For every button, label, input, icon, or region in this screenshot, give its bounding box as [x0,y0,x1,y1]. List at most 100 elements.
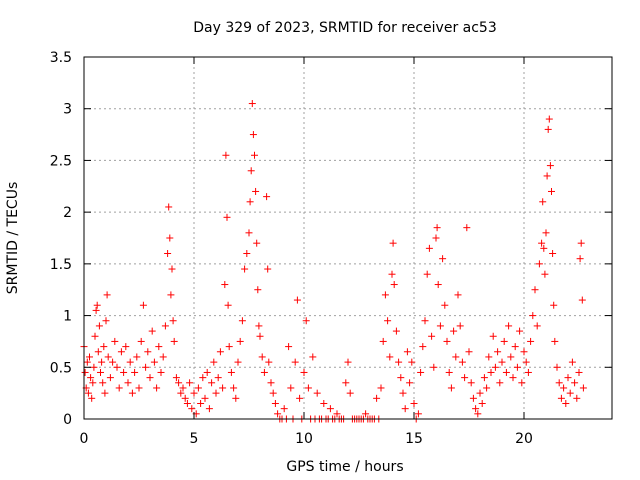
data-point [247,167,255,175]
data-point [100,343,108,351]
data-point [379,337,387,345]
data-point [524,368,532,376]
data-point [86,353,93,361]
data-point [463,224,471,232]
data-point [101,389,109,397]
data-point [577,239,585,247]
data-point [212,389,220,397]
data-point [225,343,233,351]
data-point [304,384,312,392]
x-tick-label: 10 [295,431,313,447]
data-point [103,291,111,299]
data-point [255,322,263,330]
data-point [333,410,341,418]
data-point [550,301,558,309]
data-point [142,363,150,371]
data-point [342,379,350,387]
data-point [450,327,458,335]
y-tick-label: 0 [63,412,72,428]
data-point [428,332,436,340]
data-point [414,410,422,418]
data-point [111,337,119,345]
data-point [491,363,499,371]
data-point [99,379,107,387]
data-point [498,358,506,366]
data-point [148,327,156,335]
y-axis-label: SRMTID / TECUs [5,182,21,295]
data-point [128,389,136,397]
y-tick-label: 1.5 [50,257,72,273]
data-point [579,384,587,392]
data-point [264,265,272,273]
x-axis-label: GPS time / hours [286,459,403,475]
data-point [293,296,301,304]
data-point [258,353,266,361]
data-point [566,389,574,397]
y-tick-label: 2 [63,205,72,221]
plot-frame [83,56,613,420]
data-point [113,363,121,371]
data-point [480,374,488,382]
data-point [520,348,528,356]
data-point [302,317,310,325]
y-tick-label: 3 [63,102,72,118]
data-point [529,312,537,320]
data-point [263,193,271,201]
data-point [399,389,407,397]
data-point [165,203,173,211]
data-point [106,374,114,382]
data-point [274,410,282,418]
data-point [573,394,581,402]
data-point [553,363,561,371]
data-point [135,384,143,392]
data-point [181,394,189,402]
data-point [389,239,397,247]
data-point [452,353,460,361]
data-point [546,162,554,170]
data-point [509,374,517,382]
data-point [421,317,429,325]
data-point [199,374,207,382]
tick-labels: 0 5 10 15 20 0 0.5 1 1.5 2 2.5 3 3.5 [50,50,533,447]
y-tick-label: 3.5 [50,50,72,66]
data-point [432,234,440,242]
data-point [478,399,486,407]
data-point [373,394,381,402]
data-point [219,384,227,392]
data-point [476,389,484,397]
data-point [541,270,549,278]
data-point [527,337,535,345]
x-tick-label: 20 [515,431,533,447]
data-point [183,399,191,407]
data-point [267,379,275,387]
data-point [557,394,565,402]
data-point [392,327,400,335]
data-point [175,379,183,387]
data-point [115,384,123,392]
data-point [578,296,586,304]
data-point [216,348,224,356]
data-point [518,379,526,387]
x-tick-label: 15 [405,431,423,447]
data-point [456,322,464,330]
data-point [544,125,552,133]
data-point [153,384,161,392]
data-point [320,399,328,407]
data-point [131,368,139,376]
data-point [505,322,513,330]
data-point [194,384,202,392]
data-point [166,234,174,242]
data-point [465,348,473,356]
data-point [309,353,317,361]
data-point [190,389,198,397]
data-point [265,358,273,366]
data-point [81,368,89,376]
data-point [494,348,502,356]
data-point [485,353,493,361]
data-point [540,244,548,252]
data-point [254,286,262,294]
data-point [507,353,515,361]
data-point [296,394,304,402]
